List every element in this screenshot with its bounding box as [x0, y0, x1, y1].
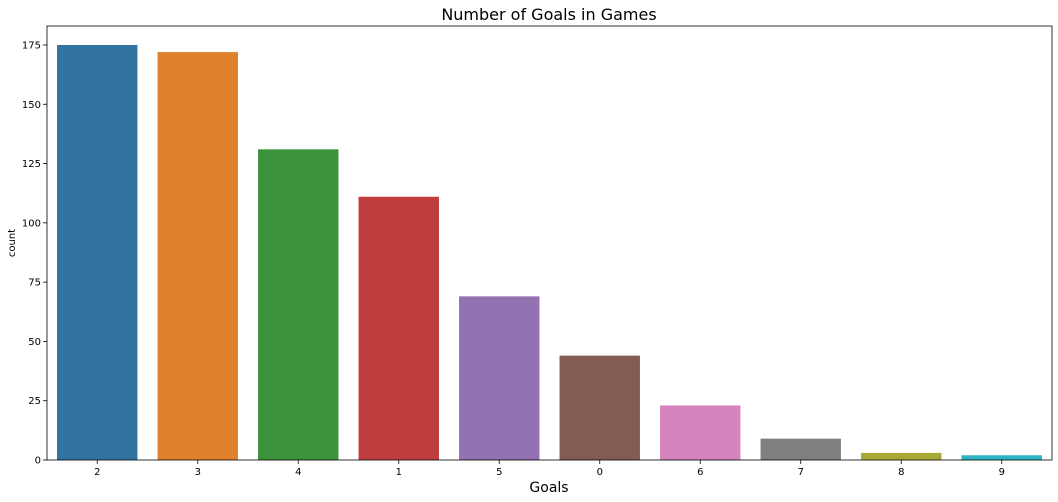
- x-tick-label: 9: [999, 467, 1005, 478]
- x-tick-label: 5: [496, 467, 502, 478]
- x-tick-label: 7: [798, 467, 804, 478]
- bar-goals-1: [358, 196, 439, 461]
- y-tick-label: 125: [22, 159, 41, 170]
- bar-goals-9: [961, 455, 1042, 460]
- bars: [57, 44, 1042, 461]
- chart-title: Number of Goals in Games: [441, 5, 656, 24]
- bar-goals-7: [760, 438, 841, 460]
- x-axis: 2 3 4 1 5 0 6 7 8 9: [94, 460, 1005, 478]
- plot-frame: [46, 25, 1053, 461]
- bar-goals-6: [660, 405, 741, 460]
- x-tick-label: 2: [94, 467, 100, 478]
- x-tick-label: 3: [195, 467, 201, 478]
- y-tick-label: 175: [22, 40, 41, 51]
- x-tick-label: 4: [295, 467, 301, 478]
- bar-goals-5: [459, 296, 540, 460]
- y-tick-label: 75: [28, 278, 41, 289]
- bar-goals-8: [861, 452, 942, 460]
- y-tick-label: 0: [35, 456, 41, 467]
- x-axis-label: Goals: [529, 480, 568, 496]
- bar-goals-0: [559, 355, 640, 460]
- x-tick-label: 8: [898, 467, 904, 478]
- y-axis-label: count: [7, 229, 18, 257]
- y-tick-label: 50: [28, 337, 41, 348]
- y-tick-label: 25: [28, 396, 41, 407]
- x-tick-label: 1: [396, 467, 402, 478]
- x-tick-label: 0: [597, 467, 603, 478]
- x-tick-label: 6: [697, 467, 703, 478]
- bar-goals-2: [57, 44, 138, 460]
- y-tick-label: 150: [22, 100, 41, 111]
- y-tick-label: 100: [22, 218, 41, 229]
- y-axis: 0 25 50 75 100 125 150 175: [22, 40, 47, 467]
- bar-goals-4: [258, 149, 339, 461]
- bar-goals-3: [157, 52, 238, 460]
